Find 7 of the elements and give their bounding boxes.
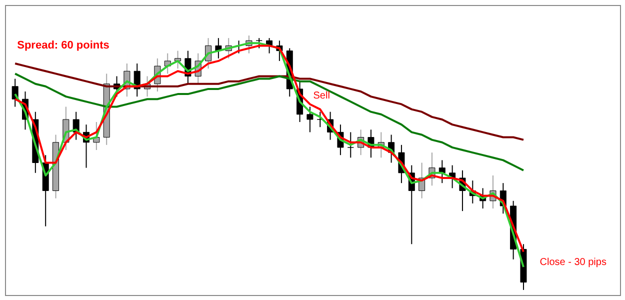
candlestick bbox=[174, 50, 182, 70]
annotation: Sell bbox=[313, 90, 330, 102]
annotation: Spread: 60 points bbox=[17, 40, 110, 52]
candlestick bbox=[256, 38, 262, 49]
candlestick bbox=[306, 106, 314, 133]
text: Close - 30 pips bbox=[540, 256, 606, 268]
candlestick bbox=[347, 132, 354, 158]
